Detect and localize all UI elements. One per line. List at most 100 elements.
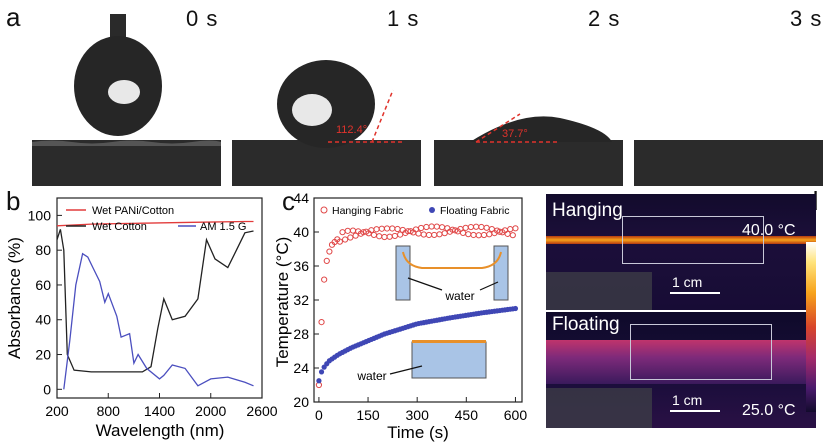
x-tick-label-b: 800 bbox=[97, 403, 121, 419]
hanging-schematic: water bbox=[395, 245, 509, 303]
water-label-top: water bbox=[444, 289, 474, 303]
color-scale-bar bbox=[806, 242, 816, 412]
temp-min: 25.0 °C bbox=[742, 402, 796, 419]
y-tick-label-c: 28 bbox=[293, 326, 309, 342]
point-hanging bbox=[465, 231, 472, 238]
scale-label-hanging: 1 cm bbox=[672, 274, 703, 290]
panel-label-b: b bbox=[6, 186, 21, 216]
x-tick-label-b: 200 bbox=[45, 403, 69, 419]
point-hanging bbox=[483, 224, 490, 231]
arrow-right bbox=[479, 281, 499, 291]
time-label-2: 2 s bbox=[588, 6, 621, 31]
y-axis-title-c: Temperature (°C) bbox=[273, 237, 292, 368]
point-hanging bbox=[336, 238, 343, 245]
panel-label-c: c bbox=[282, 186, 295, 216]
substrate-2 bbox=[434, 140, 623, 186]
arrow-left bbox=[407, 277, 443, 291]
droplet-sequence: 112.4° 37.7° bbox=[32, 14, 823, 186]
series-line-0 bbox=[56, 220, 254, 227]
point-hanging bbox=[370, 231, 378, 239]
label-hanging: Hanging bbox=[552, 200, 623, 221]
substrate-0 bbox=[32, 140, 221, 186]
needle bbox=[110, 14, 126, 40]
legend-am: AM 1.5 G bbox=[200, 221, 246, 233]
tangent-2 bbox=[475, 113, 521, 143]
point-hanging bbox=[480, 231, 488, 239]
point-hanging bbox=[347, 234, 354, 241]
point-hanging bbox=[321, 276, 328, 283]
point-hanging bbox=[423, 223, 430, 231]
time-label-1: 1 s bbox=[387, 6, 420, 31]
point-hanging bbox=[436, 231, 443, 238]
droplet-2 bbox=[470, 116, 612, 142]
x-tick-label-c: 150 bbox=[356, 407, 380, 423]
point-hanging bbox=[339, 229, 346, 236]
point-hanging bbox=[462, 224, 469, 231]
y-tick-label-c: 20 bbox=[293, 394, 309, 410]
floating-warm-region bbox=[546, 340, 806, 384]
substrate-3 bbox=[634, 140, 823, 186]
legend-hanging: Hanging Fabric bbox=[332, 205, 403, 217]
y-tick-label-c: 36 bbox=[293, 258, 309, 274]
thermal-floating: Floating 25.0 °C 1 cm bbox=[546, 312, 816, 428]
fabric-texture-0 bbox=[32, 140, 221, 146]
temp-max: 40.0 °C bbox=[742, 222, 796, 239]
legend-pani: Wet PANi/Cotton bbox=[92, 205, 174, 217]
angle-label-2: 37.7° bbox=[502, 128, 528, 140]
point-hanging bbox=[397, 231, 404, 238]
point-hanging bbox=[449, 226, 456, 233]
x-tick-label-c: 300 bbox=[406, 407, 430, 423]
absorbance-chart: 0 20 40 60 80 100 200 800 1400 2000 2600 Wet PANi/… bbox=[5, 197, 278, 440]
y-tick-label-b: 40 bbox=[35, 312, 51, 328]
point-hanging bbox=[394, 225, 401, 233]
y-tick-label-b: 20 bbox=[35, 347, 51, 363]
y-tick-label-b: 0 bbox=[43, 381, 51, 397]
droplet-highlight-0 bbox=[108, 80, 140, 104]
y-tick-label-c: 40 bbox=[293, 224, 309, 240]
floating-fabric bbox=[412, 340, 486, 343]
temperature-chart: 20 24 28 32 36 40 44 0 150 300 450 600 Hanging Fabr… bbox=[273, 190, 528, 442]
point-hanging bbox=[431, 231, 438, 239]
point-hanging bbox=[381, 233, 388, 241]
point-hanging bbox=[373, 226, 380, 233]
point-hanging bbox=[509, 232, 516, 239]
water-label-bottom: water bbox=[356, 369, 386, 383]
point-hanging bbox=[389, 225, 396, 232]
hanging-fabric bbox=[402, 251, 502, 269]
y-tick-label-c: 44 bbox=[293, 190, 309, 206]
legend-marker-hanging bbox=[320, 206, 328, 214]
x-tick-label-c: 600 bbox=[504, 407, 528, 423]
x-tick-label-b: 1400 bbox=[144, 403, 175, 419]
point-hanging bbox=[391, 232, 399, 240]
point-hanging bbox=[470, 231, 477, 239]
point-hanging bbox=[507, 226, 514, 233]
x-axis-title-b: Wavelength (nm) bbox=[96, 421, 225, 440]
point-hanging bbox=[323, 257, 330, 265]
tangent-1 bbox=[371, 89, 394, 143]
x-tick-label-c: 0 bbox=[315, 407, 323, 423]
y-tick-label-b: 60 bbox=[35, 277, 51, 293]
point-hanging bbox=[349, 227, 357, 234]
point-hanging bbox=[441, 230, 448, 237]
point-hanging bbox=[478, 223, 485, 231]
y-tick-label-b: 100 bbox=[28, 207, 52, 223]
point-hanging bbox=[438, 224, 446, 231]
time-label-3: 3 s bbox=[790, 6, 823, 31]
point-hanging bbox=[486, 231, 493, 238]
point-hanging bbox=[344, 227, 351, 234]
point-hanging bbox=[428, 223, 435, 230]
y-tick-label-b: 80 bbox=[35, 242, 51, 258]
legend-cotton: Wet Cotton bbox=[92, 221, 147, 233]
point-floating bbox=[512, 305, 519, 312]
legend-c: Hanging Fabric Floating Fabric bbox=[320, 205, 509, 217]
point-hanging bbox=[376, 233, 383, 240]
point-hanging bbox=[378, 225, 385, 232]
point-hanging bbox=[383, 225, 391, 232]
label-floating: Floating bbox=[552, 314, 620, 335]
point-hanging bbox=[475, 232, 482, 239]
x-tick-label-b: 2000 bbox=[195, 403, 226, 419]
scale-bar-floating bbox=[670, 410, 720, 412]
point-hanging bbox=[386, 233, 393, 240]
point-hanging bbox=[473, 223, 480, 230]
water-container bbox=[411, 341, 487, 379]
